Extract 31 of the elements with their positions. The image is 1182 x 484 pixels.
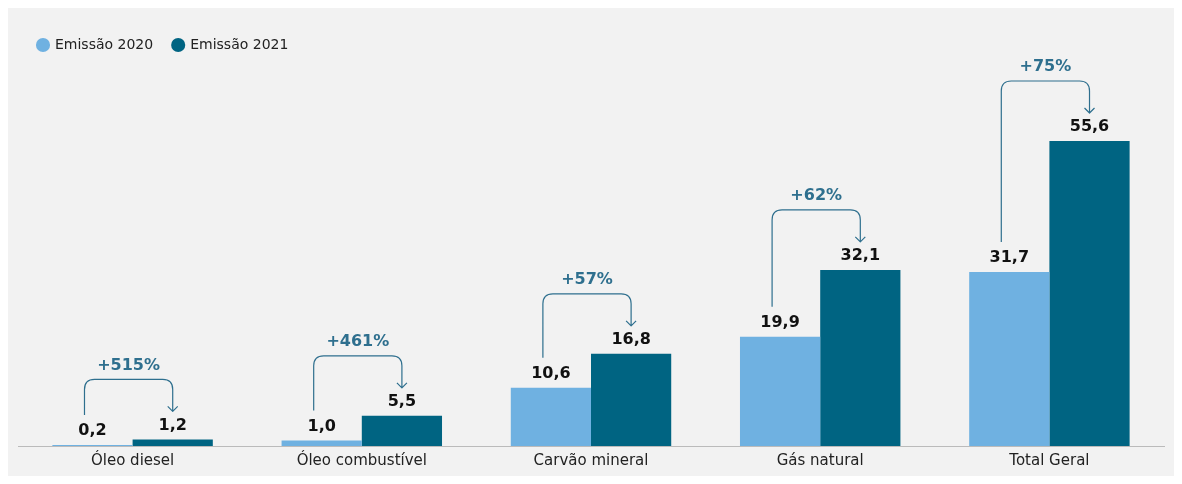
- annotation: +57%: [561, 269, 613, 288]
- data-label: 10,6: [531, 363, 571, 383]
- x-tick-label: Total Geral: [1008, 450, 1090, 469]
- x-tick-label: Gás natural: [776, 450, 864, 469]
- data-label: 32,1: [840, 245, 881, 265]
- bar: [132, 439, 213, 446]
- data-label: 19,9: [760, 311, 800, 331]
- data-label: 31,7: [989, 247, 1030, 267]
- annotation: +62%: [790, 185, 843, 205]
- bar: [591, 353, 672, 446]
- data-label: 5,5: [387, 390, 417, 410]
- legend-label: Emissão 2020: [55, 35, 154, 52]
- x-tick-label: Carvão mineral: [533, 450, 649, 469]
- data-label: 16,8: [611, 329, 651, 348]
- text: +75%: [1019, 56, 1072, 76]
- bar: [820, 269, 901, 446]
- data-label: 0,2: [78, 420, 107, 440]
- bar: [361, 415, 443, 446]
- bar: [510, 387, 591, 446]
- bar: [281, 440, 362, 446]
- annotation: +515%: [97, 354, 161, 374]
- bar: [739, 336, 821, 446]
- data-label: 55,6: [1069, 116, 1110, 136]
- legend-label: Emissão 2021: [190, 35, 289, 52]
- x-tick-label: Óleo combustível: [296, 449, 427, 469]
- data-label: 1,0: [307, 415, 336, 435]
- x-tick-label: Óleo diesel: [90, 449, 175, 469]
- bar: [969, 272, 1050, 446]
- bar: [1049, 140, 1130, 446]
- data-label: 1,2: [158, 414, 187, 434]
- annotation: +461%: [326, 330, 390, 350]
